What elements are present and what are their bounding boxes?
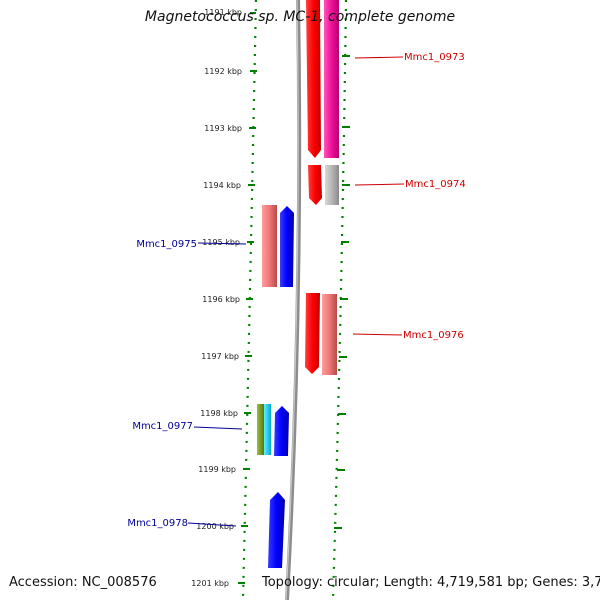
axis-tick-marks <box>238 12 257 584</box>
gene-label-mmc1-0975[interactable]: Mmc1_0975 <box>136 239 197 250</box>
ring-ticks <box>334 55 350 529</box>
blast-hit-olive[interactable] <box>257 404 264 455</box>
tick-label-1191: 1191 kbp <box>204 8 242 17</box>
gene-mmc1-0973-arrow[interactable] <box>306 0 321 158</box>
blast-hit-magenta[interactable] <box>324 0 339 158</box>
tick-label-1192: 1192 kbp <box>204 67 242 76</box>
gene-leader-lines <box>187 56 405 527</box>
gene-mmc1-0977-arrow[interactable] <box>274 406 289 456</box>
tick-label-1200: 1200 kbp <box>196 522 234 531</box>
blast-hit-cyan[interactable] <box>264 404 271 455</box>
axis-tick-labels: 1191 kbp 1192 kbp 1193 kbp 1194 kbp 1195… <box>191 8 242 588</box>
tick-label-1201: 1201 kbp <box>191 579 229 588</box>
blast-hit-pink-0976[interactable] <box>322 294 337 375</box>
topology-text: Topology: circular; Length: 4,719,581 bp… <box>262 575 600 590</box>
tick-label-1197: 1197 kbp <box>201 352 239 361</box>
gene-mmc1-0974-arrow[interactable] <box>308 165 322 205</box>
gene-label-mmc1-0976[interactable]: Mmc1_0976 <box>403 330 464 341</box>
tick-label-1195: 1195 kbp <box>202 238 240 247</box>
gene-mmc1-0978-arrow[interactable] <box>268 492 285 568</box>
tick-label-1199: 1199 kbp <box>198 465 236 474</box>
blast-hit-pink-0975[interactable] <box>262 205 277 287</box>
accession-text: Accession: NC_008576 <box>9 575 157 590</box>
genome-backbone-highlight <box>285 0 299 600</box>
gene-mmc1-0975-arrow[interactable] <box>280 206 294 287</box>
blast-hit-grey[interactable] <box>325 165 339 205</box>
genome-backbone <box>285 0 302 600</box>
tick-label-1196: 1196 kbp <box>202 295 240 304</box>
tick-label-1198: 1198 kbp <box>200 409 238 418</box>
gene-label-mmc1-0978[interactable]: Mmc1_0978 <box>127 518 188 529</box>
gene-label-mmc1-0973[interactable]: Mmc1_0973 <box>404 52 465 63</box>
tick-label-1194: 1194 kbp <box>203 181 241 190</box>
gene-mmc1-0976-arrow[interactable] <box>305 293 320 374</box>
map-title: Magnetococcus sp. MC-1, complete genome <box>144 9 456 25</box>
gene-label-mmc1-0977[interactable]: Mmc1_0977 <box>132 421 193 432</box>
tick-label-1193: 1193 kbp <box>204 124 242 133</box>
gene-label-mmc1-0974[interactable]: Mmc1_0974 <box>405 179 466 190</box>
